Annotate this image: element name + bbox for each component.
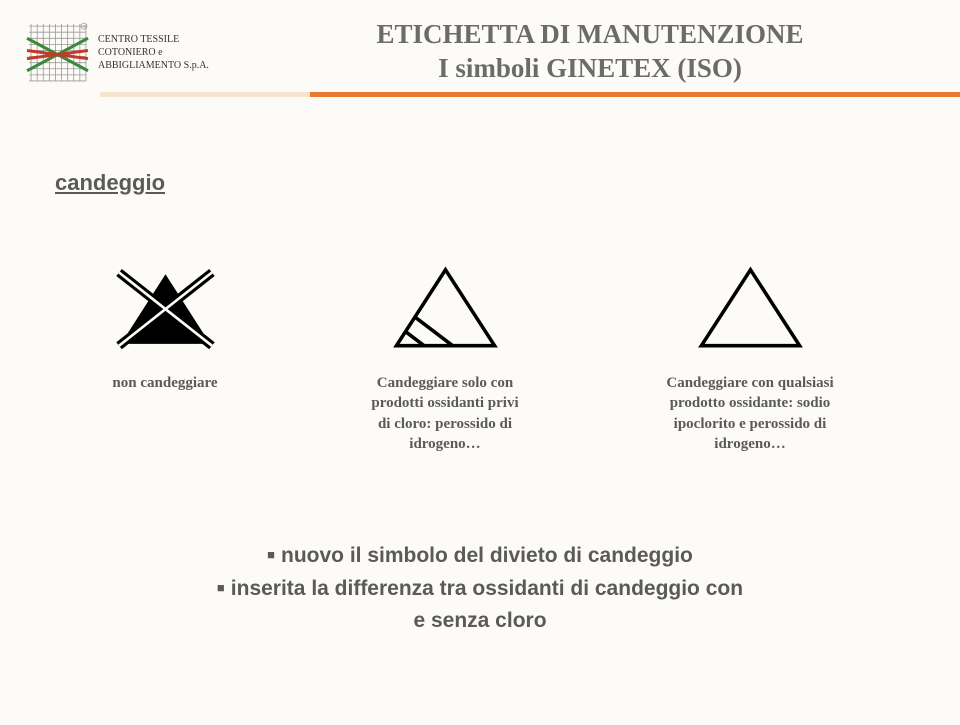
slide-header: R CENTRO TESSILE COTONIERO e ABBIGLIAMEN… (0, 0, 960, 120)
bullet-2-line1: inserita la differenza tra ossidanti di … (231, 577, 743, 600)
l3-1: Candeggiare con qualsiasi (666, 375, 833, 391)
org-line3: ABBIGLIAMENTO S.p.A. (98, 59, 209, 72)
l2-3: di cloro: perossido di (378, 416, 512, 432)
bullet-marker-icon: ■ (217, 580, 225, 595)
l3-2: prodotto ossidante: sodio (670, 395, 831, 411)
bullet-list: ■ nuovo il simbolo del divieto di candegg… (0, 540, 960, 638)
no-bleach-icon (103, 255, 228, 365)
accent-bar-light (100, 92, 310, 97)
grid-logo-icon: R (25, 20, 90, 85)
symbol-label-1: non candeggiare (112, 373, 217, 393)
bullet-1-text: nuovo il simbolo del divieto di candeggi… (281, 544, 693, 567)
org-name: CENTRO TESSILE COTONIERO e ABBIGLIAMENTO… (98, 33, 209, 72)
bullet-1: ■ nuovo il simbolo del divieto di candegg… (0, 540, 960, 573)
bullet-marker-icon: ■ (267, 547, 275, 562)
symbol-label-2: Candeggiare solo con prodotti ossidanti … (371, 373, 518, 454)
org-line1: CENTRO TESSILE (98, 33, 209, 46)
section-title: candeggio (55, 170, 165, 196)
title-line1: ETICHETTA DI MANUTENZIONE (310, 18, 870, 52)
symbol-label-3: Candeggiare con qualsiasi prodotto ossid… (666, 373, 833, 454)
logo-block: R CENTRO TESSILE COTONIERO e ABBIGLIAMEN… (25, 20, 209, 85)
symbol-non-chlorine-bleach: Candeggiare solo con prodotti ossidanti … (315, 255, 575, 454)
bullet-2-cont: e senza cloro (0, 605, 960, 638)
symbols-row: non candeggiare Candeggiare solo con pro… (0, 255, 960, 454)
symbol-no-bleach: non candeggiare (35, 255, 295, 454)
svg-text:R: R (82, 24, 85, 29)
bullet-2: ■ inserita la differenza tra ossidanti di… (0, 573, 960, 606)
symbol-any-bleach: Candeggiare con qualsiasi prodotto ossid… (600, 255, 900, 454)
non-chlorine-bleach-icon (383, 255, 508, 365)
org-line2: COTONIERO e (98, 46, 209, 59)
bullet-2-line2: e senza cloro (413, 609, 546, 632)
accent-bar (310, 92, 960, 97)
l2-2: prodotti ossidanti privi (371, 395, 518, 411)
l2-1: Candeggiare solo con (377, 375, 513, 391)
l3-4: idrogeno… (714, 436, 785, 452)
title-line2: I simboli GINETEX (ISO) (310, 52, 870, 86)
l2-4: idrogeno… (409, 436, 480, 452)
l3-3: ipoclorito e perossido di (674, 416, 827, 432)
any-bleach-icon (688, 255, 813, 365)
slide-title: ETICHETTA DI MANUTENZIONE I simboli GINE… (310, 18, 870, 86)
